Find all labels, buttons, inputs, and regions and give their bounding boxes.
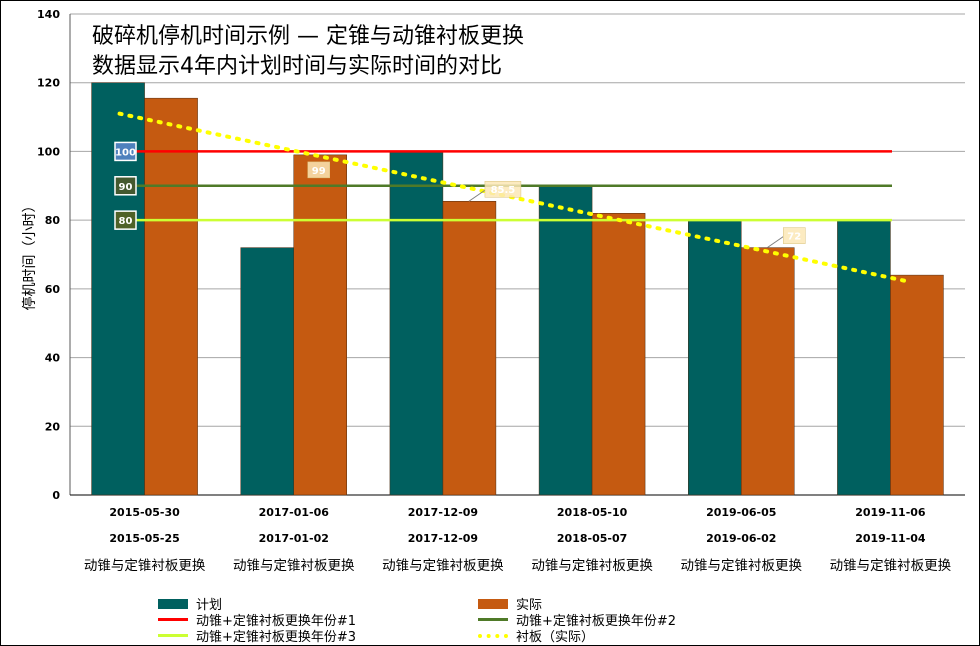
y-tick-label: 0 xyxy=(52,489,60,502)
actual-bar xyxy=(293,154,347,496)
legend-label: 实际 xyxy=(516,598,543,613)
chart-title-line2: 数据显示4年内计划时间与实际时间的对比 xyxy=(92,54,502,79)
x-tick-actual-date: 2017-12-09 xyxy=(408,532,478,545)
y-tick-label: 100 xyxy=(37,145,60,158)
reference-label-box xyxy=(114,210,137,230)
data-label-box xyxy=(783,227,806,244)
x-tick-actual-date: 2019-11-04 xyxy=(855,532,926,545)
x-tick-category-label: 动锥与定锥衬板更换 xyxy=(233,558,355,574)
data-label-box xyxy=(307,161,330,179)
legend-item: 动锥+定锥衬板更换年份#3 xyxy=(158,626,356,645)
planned-bar xyxy=(688,219,742,496)
legend-label: 动锥+定锥衬板更换年份#2 xyxy=(516,614,677,629)
legend-label: 计划 xyxy=(196,598,223,613)
x-tick-category-label: 动锥与定锥衬板更换 xyxy=(830,558,952,574)
reference-label-box xyxy=(114,176,137,196)
actual-bar xyxy=(741,247,795,496)
y-tick-label: 120 xyxy=(37,77,60,90)
legend-swatch xyxy=(158,598,188,609)
reference-label: 90 xyxy=(119,182,133,193)
y-tick-label: 80 xyxy=(45,214,61,227)
legend-label: 动锥+定锥衬板更换年份#3 xyxy=(196,630,357,645)
planned-bar xyxy=(389,151,444,496)
data-label: 85.5 xyxy=(491,185,516,196)
data-label: 99 xyxy=(312,166,326,177)
legend-swatch xyxy=(478,598,508,609)
x-tick-category-label: 动锥与定锥衬板更换 xyxy=(382,558,504,574)
legend-item: 动锥+定锥衬板更换年份#2 xyxy=(478,610,676,629)
x-tick-actual-date: 2018-05-07 xyxy=(557,532,627,545)
legend-item: 计划 xyxy=(158,594,222,613)
planned-bar xyxy=(538,185,593,496)
y-tick-label: 40 xyxy=(45,352,61,365)
actual-bar xyxy=(591,213,646,496)
legend-item: 衬板（实际） xyxy=(478,626,594,645)
data-label: 72 xyxy=(787,232,801,243)
reference-label-box xyxy=(114,141,137,162)
actual-bar xyxy=(890,274,944,496)
x-tick-category-label: 动锥与定锥衬板更换 xyxy=(681,558,803,574)
y-tick-label: 20 xyxy=(45,420,61,433)
y-axis-title: 停机时间（小时） xyxy=(21,199,38,311)
legend-swatch xyxy=(158,634,188,637)
planned-bar xyxy=(837,219,891,496)
data-label-leader xyxy=(468,189,486,202)
x-tick-category-label: 动锥与定锥衬板更换 xyxy=(84,558,206,574)
x-tick-category-label: 动锥与定锥衬板更换 xyxy=(531,558,653,574)
actual-bar xyxy=(144,97,198,496)
legend-swatch xyxy=(158,618,188,621)
x-tick-planned-date: 2018-05-10 xyxy=(557,506,628,519)
actual-bar xyxy=(442,200,497,496)
x-tick-actual-date: 2017-01-02 xyxy=(259,532,329,545)
data-label-leader xyxy=(766,236,784,249)
data-label-box xyxy=(484,180,522,198)
legend-item: 实际 xyxy=(478,594,542,613)
chart-legend: 计划 实际动锥+定锥衬板更换年份#1 动锥+定锥衬板更换年份#2 动锥+定锥衬板更换年… xyxy=(158,594,778,645)
legend-label: 动锥+定锥衬板更换年份#1 xyxy=(196,614,357,629)
x-tick-actual-date: 2019-06-02 xyxy=(706,532,776,545)
chart-title-line1: 破碎机停机时间示例 — 定锥与动锥衬板更换 xyxy=(92,24,524,49)
x-tick-actual-date: 2015-05-25 xyxy=(109,532,179,545)
trendline xyxy=(117,111,913,284)
y-tick-label: 60 xyxy=(45,283,61,296)
planned-bar xyxy=(240,247,294,496)
legend-swatch xyxy=(478,633,508,638)
legend-label: 衬板（实际） xyxy=(516,630,595,645)
legend-swatch xyxy=(478,618,508,621)
y-tick-label: 140 xyxy=(37,8,60,21)
reference-label: 80 xyxy=(119,216,133,227)
x-tick-planned-date: 2017-01-06 xyxy=(259,506,330,519)
x-tick-planned-date: 2015-05-30 xyxy=(109,506,180,519)
x-tick-planned-date: 2017-12-09 xyxy=(408,506,478,519)
legend-item: 动锥+定锥衬板更换年份#1 xyxy=(158,610,356,629)
reference-label: 100 xyxy=(115,147,136,158)
x-tick-planned-date: 2019-06-05 xyxy=(706,506,776,519)
x-tick-planned-date: 2019-11-06 xyxy=(855,506,926,519)
